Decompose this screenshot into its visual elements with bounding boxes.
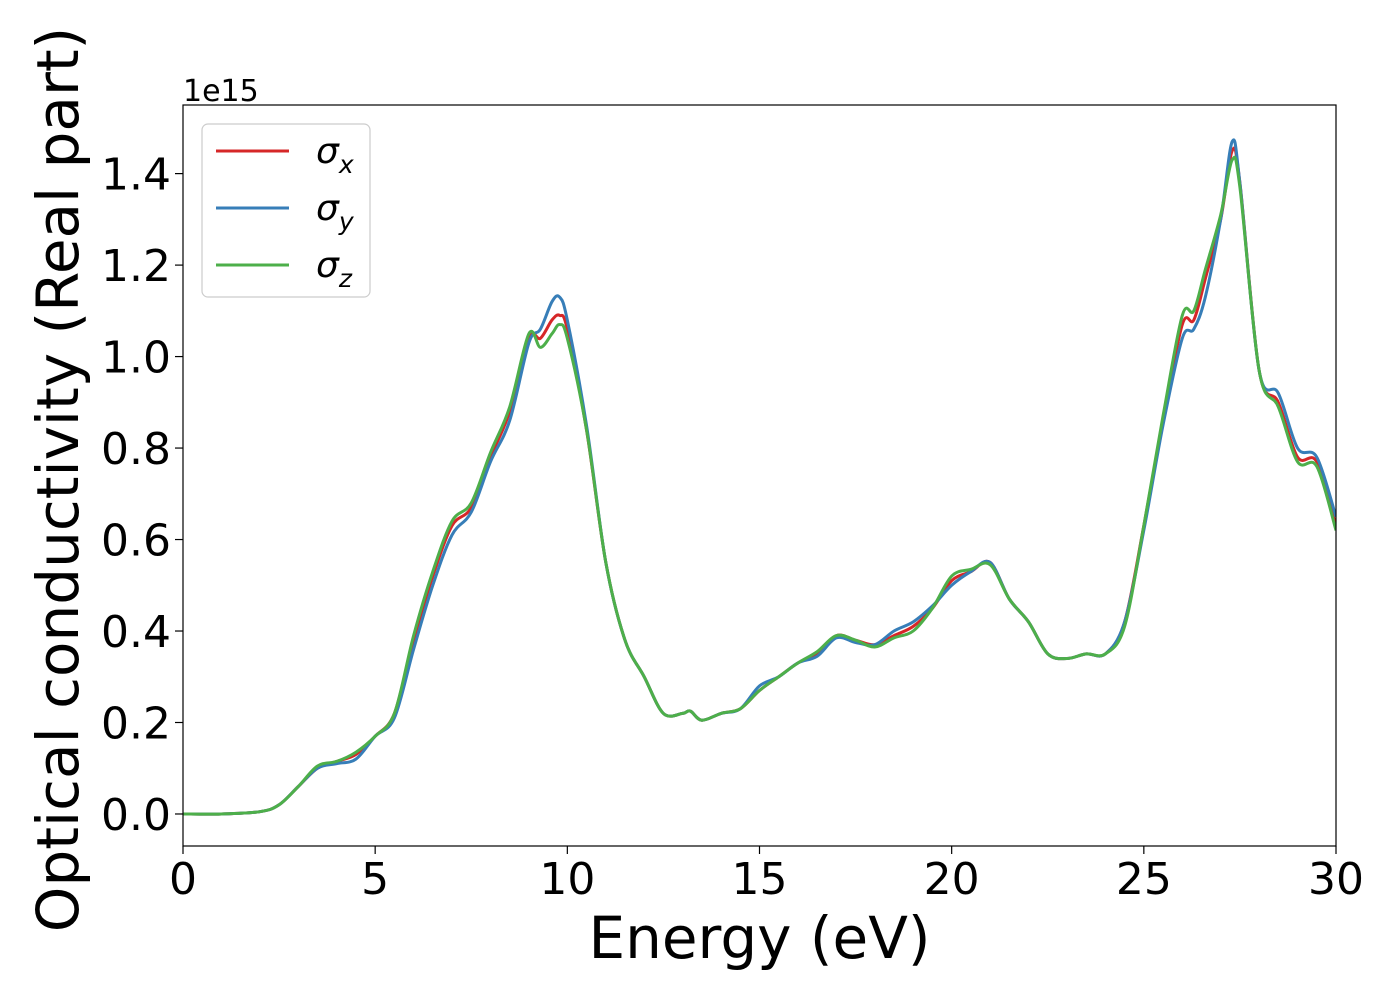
x-tick-label: 30 [1308, 854, 1364, 905]
x-axis-ticks: 0 5 10 15 20 25 30 [169, 846, 1364, 905]
x-tick-label: 10 [539, 854, 595, 905]
x-axis-label: Energy (eV) [588, 904, 930, 972]
y-tick-label: 0.8 [101, 424, 171, 475]
legend-subscript: z [338, 264, 353, 293]
x-tick-label: 15 [732, 854, 788, 905]
legend-symbol: σ [316, 131, 340, 172]
y-tick-label: 1.4 [101, 150, 171, 201]
x-tick-label: 25 [1116, 854, 1172, 905]
y-tick-label: 1.0 [101, 333, 171, 384]
x-tick-label: 0 [169, 854, 197, 905]
legend-subscript: x [338, 150, 354, 179]
legend-label-z: σz [316, 245, 353, 293]
series-line-z [183, 155, 1336, 816]
legend-symbol: σ [316, 245, 340, 286]
y-tick-label: 0.2 [101, 699, 171, 750]
y-tick-label: 0.4 [101, 607, 171, 658]
legend-label-x: σx [316, 131, 354, 179]
y-tick-label: 1.2 [101, 241, 171, 292]
x-tick-label: 5 [361, 854, 389, 905]
y-offset-label: 1e15 [183, 74, 259, 109]
y-axis-label: Optical conductivity (Real part) [24, 27, 92, 932]
y-tick-label: 0.6 [101, 516, 171, 567]
y-axis-ticks: 0.0 0.2 0.4 0.6 0.8 1.0 1.2 1.4 [101, 150, 183, 841]
y-tick-label: 0.0 [101, 790, 171, 841]
x-tick-label: 20 [924, 854, 980, 905]
legend-subscript: y [338, 207, 355, 236]
legend-box [201, 123, 371, 298]
plot-lines [183, 138, 1336, 816]
legend-symbol: σ [316, 188, 340, 229]
legend-label-y: σy [316, 188, 355, 236]
